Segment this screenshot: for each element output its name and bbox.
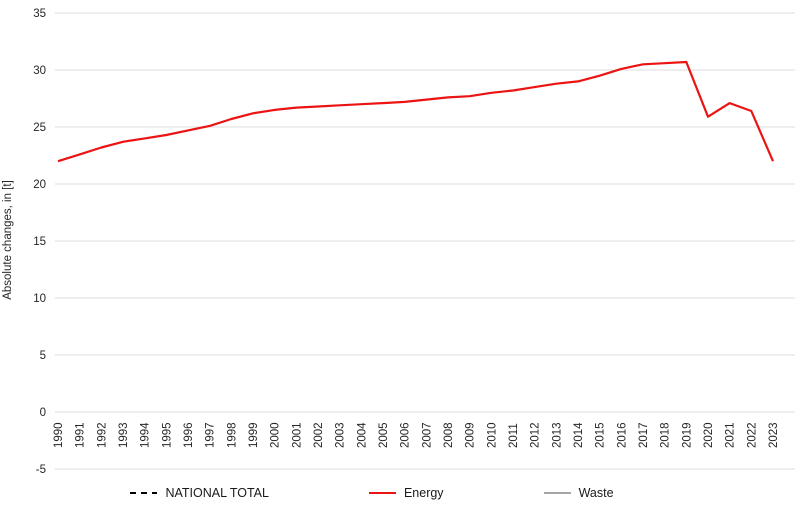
y-tick-label: 30 [33, 65, 46, 77]
legend-item-energy[interactable]: Energy [368, 486, 444, 500]
x-tick-label: 2021 [725, 422, 737, 448]
x-tick-label: 2001 [291, 422, 303, 448]
y-tick-label: -5 [36, 464, 46, 476]
y-tick-label: 25 [33, 122, 46, 134]
legend-item-waste[interactable]: Waste [543, 486, 614, 500]
waste-line-swatch [543, 492, 571, 494]
y-tick-label: 10 [33, 293, 46, 305]
x-tick-label: 2022 [746, 422, 758, 448]
x-tick-label: 1992 [96, 422, 108, 448]
x-tick-label: 2000 [270, 422, 282, 448]
x-tick-label: 2002 [313, 422, 325, 448]
x-tick-label: 2012 [530, 422, 542, 448]
x-tick-label: 1990 [53, 422, 65, 448]
x-tick-label: 2019 [681, 422, 693, 448]
x-tick-label: 2004 [356, 422, 368, 448]
x-tick-label: 1996 [183, 422, 195, 448]
legend-item-national-total[interactable]: NATIONAL TOTAL [130, 486, 269, 500]
x-tick-label: 2009 [465, 422, 477, 448]
x-tick-label: 2016 [616, 422, 628, 448]
y-tick-label: 5 [40, 350, 46, 362]
legend: NATIONAL TOTAL Energy Waste [0, 486, 772, 500]
x-tick-label: 2010 [486, 422, 498, 448]
energy-line [57, 60, 775, 163]
x-tick-label: 1993 [118, 422, 130, 448]
x-tick-label: 2005 [378, 422, 390, 448]
x-tick-label: 1994 [140, 422, 152, 448]
x-tick-label: 2018 [660, 422, 672, 448]
y-tick-label: 35 [33, 8, 46, 20]
x-tick-label: 1991 [75, 422, 87, 448]
x-tick-label: 2006 [400, 422, 412, 448]
y-tick-label: 15 [33, 236, 46, 248]
x-tick-label: 1995 [161, 422, 173, 448]
y-axis-title: Absolute changes, in [t] [2, 180, 14, 300]
x-tick-label: 2023 [768, 422, 780, 448]
x-tick-label: 2017 [638, 422, 650, 448]
legend-label-national-total: NATIONAL TOTAL [165, 486, 269, 500]
x-tick-label: 1998 [226, 422, 238, 448]
legend-label-energy: Energy [403, 486, 444, 500]
x-tick-label: 2007 [421, 422, 433, 448]
x-tick-label: 2014 [573, 422, 585, 448]
x-tick-label: 2020 [703, 422, 715, 448]
x-tick-label: 2011 [508, 423, 520, 448]
y-tick-label: 20 [33, 179, 46, 191]
x-tick-label: 2013 [551, 422, 563, 448]
x-tick-label: 2003 [335, 422, 347, 448]
national-total-dashed-line-swatch [130, 491, 158, 495]
x-tick-label: 1997 [205, 422, 217, 448]
x-tick-label: 1999 [248, 422, 260, 448]
legend-label-waste: Waste [578, 486, 614, 500]
energy-line-swatch [368, 491, 396, 495]
x-tick-label: 2015 [595, 422, 607, 448]
y-tick-label: 0 [40, 407, 46, 419]
x-tick-label: 2008 [443, 422, 455, 448]
